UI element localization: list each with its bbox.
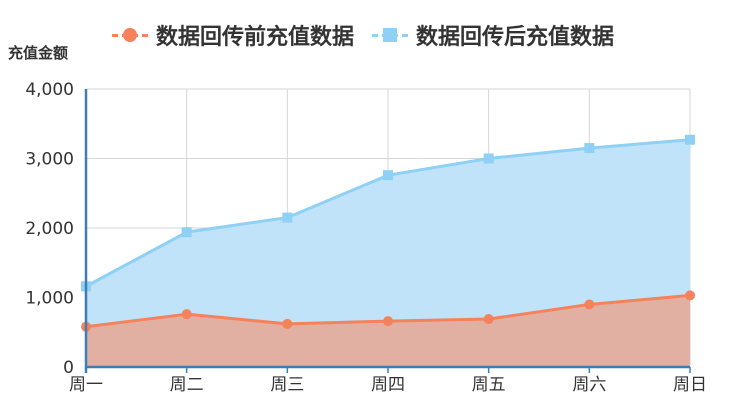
legend-item-after[interactable]: 数据回传后充值数据 [372,19,614,51]
area-series-1 [86,139,690,367]
y-tick-label-3: 3,000 [25,150,74,170]
y-tick-label-1: 1,000 [25,289,74,309]
legend-item-before[interactable]: 数据回传前充值数据 [112,19,354,51]
marker-series-0-point-6 [685,290,695,301]
marker-series-1-point-3 [383,170,393,181]
x-tick-label-1: 周二 [170,375,204,395]
y-tick-label-4: 4,000 [25,80,74,100]
legend-label-after: 数据回传后充值数据 [416,25,615,50]
x-tick-label-6: 周日 [673,375,707,395]
legend: 数据回传前充值数据 数据回传后充值数据 [112,20,614,50]
marker-series-0-point-3 [383,316,393,327]
y-axis-title: 充值金额 [8,44,69,62]
marker-series-1-point-2 [282,212,293,223]
marker-series-0-point-2 [282,318,293,329]
marker-series-0-point-1 [181,309,192,320]
x-tick-label-5: 周六 [572,375,606,395]
marker-series-1-point-4 [483,153,494,164]
x-tick-label-3: 周四 [371,375,405,395]
marker-series-0-point-5 [584,299,595,310]
x-tick-label-0: 周一 [69,375,103,395]
y-tick-label-2: 2,000 [25,219,74,239]
x-tick-label-4: 周五 [472,375,506,395]
legend-label-before: 数据回传前充值数据 [156,25,355,50]
marker-series-0-point-4 [483,314,494,325]
area-series-0 [86,295,690,367]
marker-series-1-point-1 [181,227,192,238]
marker-series-1-point-5 [584,143,595,154]
legend-swatch-after [372,25,409,45]
legend-swatch-before [112,25,148,45]
marker-series-1-point-6 [685,134,695,145]
x-tick-label-2: 周三 [270,375,304,395]
y-tick-label-0: 0 [63,358,74,378]
